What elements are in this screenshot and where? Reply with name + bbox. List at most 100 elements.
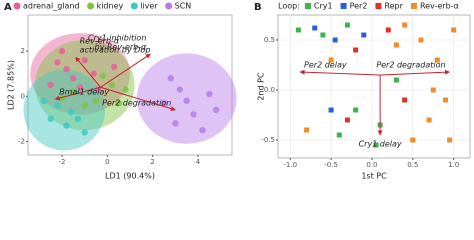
point [54, 102, 61, 109]
point [442, 97, 448, 103]
point [81, 129, 88, 136]
arrow-label: Per2 delay [304, 61, 347, 70]
point [373, 142, 379, 148]
point [176, 86, 184, 93]
point [312, 25, 318, 31]
y-tick-label: 0 [21, 92, 25, 100]
x-tick-label: 1.0 [448, 161, 459, 169]
legend-label: liver [140, 2, 158, 11]
point [47, 115, 54, 123]
point [447, 137, 453, 143]
loading-arrow [100, 53, 151, 88]
point [434, 57, 440, 63]
legend-swatch [165, 2, 173, 10]
point [320, 32, 326, 38]
point [160, 99, 168, 107]
point [393, 77, 399, 83]
legend-label: Rev-erb-α [420, 2, 459, 11]
x-tick-label: 0.5 [407, 161, 418, 169]
point [402, 97, 408, 103]
y-axis-title: LD2 (7.85%) [7, 60, 16, 110]
loading-arrow [75, 56, 101, 88]
y-tick-label: -0.5 [261, 136, 275, 144]
x-axis-title: 1st PC [361, 172, 387, 181]
page: -2 0 2 4 -2 0 2 LD1 (90.4%) LD2 (7.85%) A Rev-erb-… [4, 1, 471, 181]
point [328, 107, 334, 113]
legend-label: kidney [97, 2, 124, 11]
legend-swatch [304, 3, 311, 9]
panel-label: A [4, 2, 12, 13]
point [40, 97, 48, 105]
arrow-label: activation by Dbp [80, 46, 151, 55]
point [361, 32, 367, 38]
loading-arrow [299, 69, 381, 76]
point [122, 86, 129, 93]
point [92, 97, 100, 105]
point [76, 84, 84, 91]
point [426, 117, 432, 123]
y-tick-label: 2 [21, 47, 25, 55]
point [108, 81, 116, 89]
point [167, 75, 174, 82]
y-tick-label: -2 [18, 137, 25, 145]
point [451, 27, 457, 33]
point [70, 88, 77, 95]
legend-label: Per2 [350, 2, 368, 11]
point [304, 127, 310, 133]
loading-arrow [54, 86, 101, 101]
legend-title: Loop: [278, 2, 300, 11]
legend-label: Repr [384, 2, 403, 11]
point [81, 102, 88, 109]
arrow-label: Rev-erb-α [80, 37, 120, 46]
point [199, 126, 206, 134]
arrow-label: Cry1 delay [359, 140, 402, 149]
panel-label: B [254, 2, 262, 13]
legend-swatch [13, 2, 21, 10]
confidence-ellipse [23, 69, 106, 151]
point [353, 47, 359, 53]
point [212, 106, 220, 114]
plot-frame [277, 14, 471, 159]
legend-swatch [410, 3, 417, 9]
confidence-ellipse [30, 33, 131, 115]
point [206, 90, 213, 98]
point [70, 75, 77, 82]
loading-arrow [380, 69, 451, 76]
point [67, 108, 75, 116]
x-tick-label: 0.0 [366, 161, 377, 169]
legend-swatch [87, 2, 95, 10]
legend-swatch [375, 3, 382, 9]
point [63, 122, 70, 129]
x-tick-label: -0.5 [324, 161, 338, 169]
x-tick-label: 0 [105, 158, 109, 166]
point [344, 22, 350, 28]
point [183, 97, 190, 105]
legend-swatch [130, 2, 138, 10]
point [190, 111, 197, 118]
arrow-label: by Rev-erb-α [94, 43, 147, 52]
point [410, 137, 416, 143]
legend-label: Cry1 [314, 2, 333, 11]
point [110, 63, 118, 71]
legend-label: adrenal_gland [23, 2, 80, 11]
point [58, 47, 66, 55]
x-tick-label: 2 [150, 158, 154, 166]
point [63, 65, 70, 73]
point [54, 59, 61, 66]
x-tick-label: 4 [196, 158, 201, 166]
arrow-label: Cry1 inhibition [88, 34, 146, 43]
point [353, 107, 359, 113]
y-tick-label: 0.0 [264, 86, 275, 94]
arrow-label: Bmal1 delay [59, 88, 109, 97]
point [385, 27, 391, 33]
point [295, 27, 301, 33]
legend-label: SCN [175, 2, 192, 11]
x-tick-label: -2 [59, 158, 66, 166]
y-tick-label: 0.5 [264, 36, 275, 44]
point [402, 22, 408, 28]
x-axis-title: LD1 (90.4%) [105, 172, 155, 181]
point [90, 70, 97, 77]
point [336, 132, 342, 138]
point [47, 81, 54, 89]
point [332, 37, 338, 43]
